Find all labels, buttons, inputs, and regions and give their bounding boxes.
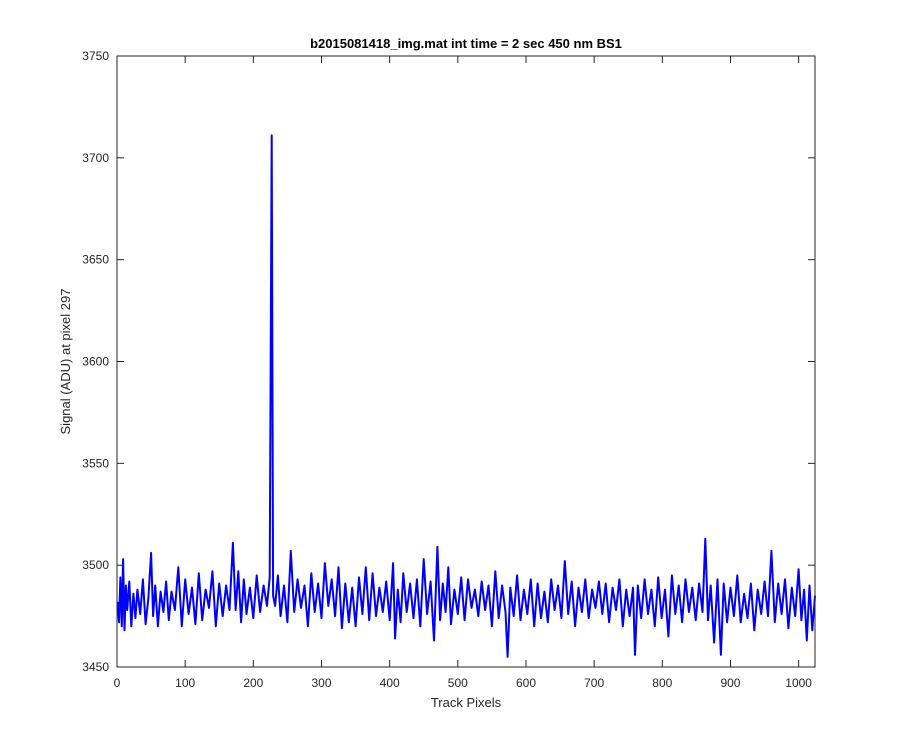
y-tick-label: 3650 — [82, 253, 109, 267]
x-tick-label: 700 — [584, 676, 604, 690]
x-axis-label: Track Pixels — [431, 695, 502, 710]
x-tick-label: 800 — [652, 676, 672, 690]
x-tick-label: 1000 — [785, 676, 812, 690]
y-tick-label: 3450 — [82, 660, 109, 674]
x-tick-label: 300 — [311, 676, 331, 690]
x-tick-label: 600 — [516, 676, 536, 690]
y-tick-label: 3500 — [82, 558, 109, 572]
y-axis-label: Signal (ADU) at pixel 297 — [58, 289, 73, 435]
y-tick-label: 3600 — [82, 355, 109, 369]
x-tick-label: 100 — [175, 676, 195, 690]
plot-area — [117, 56, 815, 667]
y-tick-label: 3550 — [82, 456, 109, 470]
tick-labels: 0 100 200 300 400 500 600 700 800 900 1000 3450 3500… — [82, 49, 812, 690]
x-tick-label: 900 — [720, 676, 740, 690]
chart-title: b2015081418_img.mat int time = 2 sec 450… — [310, 36, 622, 51]
y-tick-label: 3700 — [82, 151, 109, 165]
axes-box — [116, 55, 816, 668]
x-tick-label: 500 — [448, 676, 468, 690]
x-tick-label: 0 — [114, 676, 121, 690]
x-tick-label: 400 — [380, 676, 400, 690]
y-tick-label: 3750 — [82, 49, 109, 63]
series-line — [116, 134, 816, 658]
x-tick-label: 200 — [243, 676, 263, 690]
